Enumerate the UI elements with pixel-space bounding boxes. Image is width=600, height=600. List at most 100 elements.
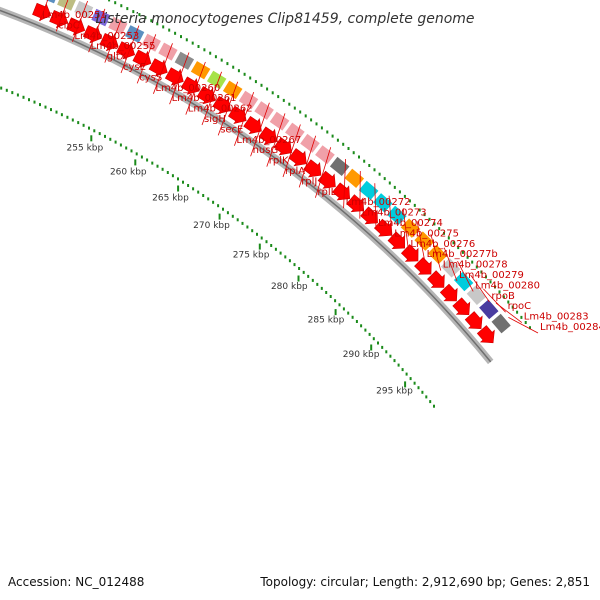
inner-tick	[177, 177, 179, 181]
label-leader	[495, 302, 523, 323]
outer-tick	[254, 80, 257, 84]
feature-block	[73, 0, 95, 20]
label-leader	[483, 288, 506, 313]
map-title: Listeria monocytogenes Clip81459, comple…	[95, 11, 474, 27]
outer-tick	[336, 138, 339, 142]
label-leader	[55, 0, 69, 32]
feature-block	[173, 50, 196, 71]
outer-tick	[368, 164, 371, 167]
inner-tick	[334, 299, 337, 303]
gene-arrow	[332, 182, 351, 201]
outer-tick	[209, 51, 212, 55]
gene-label: cysE	[123, 62, 146, 73]
outer-tick	[226, 62, 229, 66]
inner-tick	[93, 129, 96, 133]
feature-block	[107, 15, 129, 36]
outer-tick	[466, 255, 469, 259]
outer-tick	[438, 227, 441, 231]
gene-arrow	[258, 126, 277, 145]
ruler-tick-mark	[134, 159, 137, 166]
inner-tick	[226, 211, 229, 215]
gene-label: Lm4b_00284	[540, 322, 600, 333]
inner-tick	[98, 132, 101, 136]
gene-label: rplJ	[301, 176, 317, 187]
ruler-tick-mark	[177, 185, 180, 192]
outer-tick	[203, 48, 206, 52]
feature-block	[253, 100, 275, 121]
outer-tick	[524, 321, 527, 324]
gene-arrow	[400, 244, 419, 262]
outer-tick	[232, 65, 235, 69]
outer-tick	[498, 290, 501, 294]
outer-tick	[520, 315, 523, 319]
inner-tick	[316, 282, 319, 286]
inner-tick	[161, 167, 164, 171]
label-leader	[374, 183, 377, 230]
ruler-tick-mark	[334, 309, 337, 316]
label-leader	[457, 261, 474, 292]
outer-tick	[480, 270, 483, 274]
inner-tick	[71, 118, 74, 122]
outer-tick	[214, 55, 217, 59]
outer-tick	[237, 69, 240, 73]
outer-tick	[447, 236, 450, 240]
ruler: 255 kbp 260 kbp 265 kbp 270 kbp 275 kbp 280 k…	[0, 0, 531, 408]
inner-tick	[39, 103, 41, 107]
label-leader	[402, 208, 409, 250]
inner-tick	[368, 332, 371, 336]
inner-tick	[156, 164, 159, 168]
outer-tick	[475, 265, 478, 269]
outer-tick	[423, 213, 426, 217]
label-leader	[388, 195, 393, 240]
gene-arrow	[452, 297, 471, 316]
outer-tick	[293, 106, 296, 110]
gene-label: Lm4b_00253	[74, 31, 139, 42]
label-leader	[169, 52, 190, 105]
feature-block	[385, 204, 408, 227]
gene-label: clpC	[58, 20, 80, 31]
inner-tick	[417, 386, 420, 390]
inner-tick	[274, 247, 277, 251]
inner-tick	[265, 240, 268, 244]
inner-tick	[0, 86, 3, 90]
feature-block	[413, 230, 436, 252]
inner-tick	[413, 381, 416, 385]
label-leader	[470, 274, 490, 303]
inner-tick	[222, 207, 224, 211]
gene-label: rpoC	[508, 301, 532, 312]
gene-label: secE	[220, 124, 243, 135]
feature-block	[157, 41, 179, 62]
label-leader	[298, 135, 317, 188]
inner-tick	[88, 126, 90, 130]
gene-label: Lm4b_00283	[524, 312, 589, 323]
inner-tick	[307, 274, 310, 278]
backbone	[0, 6, 494, 365]
ruler-tick-mark	[404, 381, 407, 388]
inner-tick	[171, 174, 174, 178]
inner-tick	[311, 278, 314, 282]
feature-block	[123, 24, 146, 45]
outer-tick	[398, 190, 401, 194]
gene-label: Lm4b_00261	[172, 93, 237, 104]
gene-arrow	[387, 231, 406, 250]
gene-label: Lm4b_00255	[91, 41, 156, 52]
ruler-tick-label: 295 kbp	[376, 387, 413, 397]
outer-tick	[150, 19, 153, 23]
outer-tick	[489, 280, 492, 284]
gene-arrow	[346, 194, 365, 213]
inner-tick	[385, 350, 388, 354]
outer-tick	[428, 217, 431, 221]
inner-tick	[33, 100, 36, 104]
gene-labels: Lm4b_00251clpCLm4b_00253Lm4b_00255gltXcy…	[42, 10, 600, 333]
outer-tick	[144, 16, 147, 20]
label-leader	[234, 91, 255, 146]
inner-tick	[381, 345, 384, 349]
outer-tick	[471, 260, 474, 264]
feature-block	[205, 69, 228, 91]
outer-tick	[418, 208, 421, 212]
inner-tick	[347, 311, 350, 315]
label-leader	[282, 124, 301, 178]
label-leader	[153, 43, 173, 94]
inner-tick	[207, 197, 210, 201]
feature-block	[452, 270, 475, 293]
